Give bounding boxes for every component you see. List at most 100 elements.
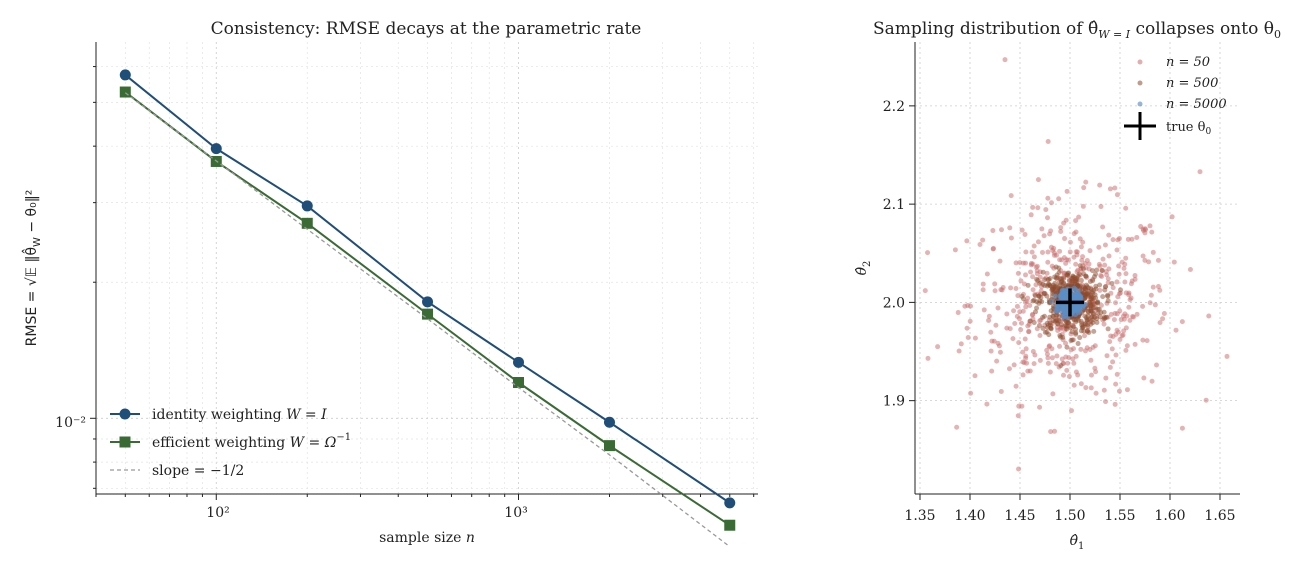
scatter-point [1051,245,1057,251]
scatter-point [1121,265,1127,271]
scatter-point [1014,303,1020,309]
scatter-point [1114,192,1120,198]
scatter-point [1006,366,1012,372]
scatter-point [1034,276,1040,282]
scatter-point [1083,273,1089,279]
scatter-point [1035,239,1041,245]
scatter-point [1016,466,1022,472]
scatter-point [1057,248,1063,254]
scatter-point [1123,347,1129,353]
scatter-point [1063,308,1069,314]
scatter-plot-panel: Sampling distribution of θ̂W = I collaps… [854,19,1281,552]
scatter-point [1112,185,1118,191]
scatter-point [995,305,1001,311]
scatter-point [954,424,960,430]
scatter-point [1138,224,1144,230]
scatter-point [1073,369,1079,375]
scatter-point [1079,325,1085,331]
scatter-point [1023,272,1029,278]
scatter-point [1030,261,1036,267]
scatter-point [1129,236,1135,242]
scatter-point [991,338,997,344]
scatter-point [986,313,992,319]
scatter-point [1044,270,1050,276]
scatter-point [1002,57,1008,63]
scatter-point [1061,220,1067,226]
x-tick-label: 1.35 [904,508,935,524]
scatter-point [1101,387,1107,393]
scatter-point [1020,349,1026,355]
scatter-point [1082,333,1088,339]
scatter-point [1035,177,1041,183]
scatter-point [1052,293,1058,299]
scatter-point [1113,352,1119,358]
scatter-point [1097,263,1103,269]
scatter-point [1114,279,1120,285]
scatter-point [989,368,995,374]
scatter-point [1147,223,1153,229]
scatter-point [1057,333,1063,339]
scatter-point [1053,361,1059,367]
scatter-point [1179,425,1185,431]
scatter-point [1023,355,1029,361]
scatter-point [1093,295,1099,301]
scatter-point [1127,317,1133,323]
scatter-point [1054,320,1060,326]
identity-point [603,416,615,428]
y-tick-label: 1.9 [883,394,905,410]
scatter-point [1004,311,1010,317]
scatter-point [1054,307,1060,313]
scatter-point [1073,277,1079,283]
scatter-point [1050,391,1056,397]
scatter-point [1107,339,1113,345]
scatter-point [1071,360,1077,366]
scatter-point [1084,328,1090,334]
left-y-axis-label: RMSE = √𝔼 ‖θ̂W − θ₀‖² [21,190,43,347]
scatter-point [1094,267,1100,273]
scatter-point [1100,256,1106,262]
scatter-point [984,271,990,277]
scatter-point [1015,270,1021,276]
legend-label-slope: slope = −1/2 [152,463,244,479]
scatter-point [1123,205,1129,211]
scatter-point [1016,340,1022,346]
scatter-point [1078,277,1084,283]
scatter-point [1064,272,1070,278]
scatter-point [997,258,1003,264]
scatter-point [1089,289,1095,295]
scatter-point [1077,263,1083,269]
scatter-point [1099,267,1105,273]
scatter-point [1041,313,1047,319]
scatter-point [1091,328,1097,334]
right-legend: n = 50 n = 500 n = 5000 true θ0 [1124,55,1227,140]
scatter-point [1008,285,1014,291]
right-scatter-points [922,57,1230,472]
scatter-point [1049,355,1055,361]
right-ticks: 1.35 1.40 1.45 1.50 1.55 1.60 1.65 1.9 2.0 2.1 2.2 [883,99,1236,524]
scatter-point [1077,236,1083,242]
scatter-point [1080,254,1086,260]
scatter-point [1093,283,1099,289]
scatter-point [1066,374,1072,380]
scatter-point [1048,228,1054,234]
scatter-point [1037,357,1043,363]
legend-label-identity: identity weighting W = I [152,407,327,423]
scatter-point [1112,401,1118,407]
legend-entry-slope: slope = −1/2 [110,463,244,479]
scatter-point [1044,215,1050,221]
legend-label-n500: n = 500 [1166,76,1218,91]
scatter-point [1052,250,1058,256]
scatter-point [958,341,964,347]
scatter-point [1078,381,1084,387]
scatter-point [1007,225,1013,231]
scatter-point [1114,247,1120,253]
scatter-point [1105,326,1111,332]
scatter-point [1087,248,1093,254]
scatter-point [1059,322,1065,328]
left-ticks [90,66,755,500]
scatter-point [1044,293,1050,299]
scatter-point [981,307,987,313]
scatter-point [1141,375,1147,381]
legend-marker-n5000 [1137,101,1143,107]
scatter-point [1083,179,1089,185]
